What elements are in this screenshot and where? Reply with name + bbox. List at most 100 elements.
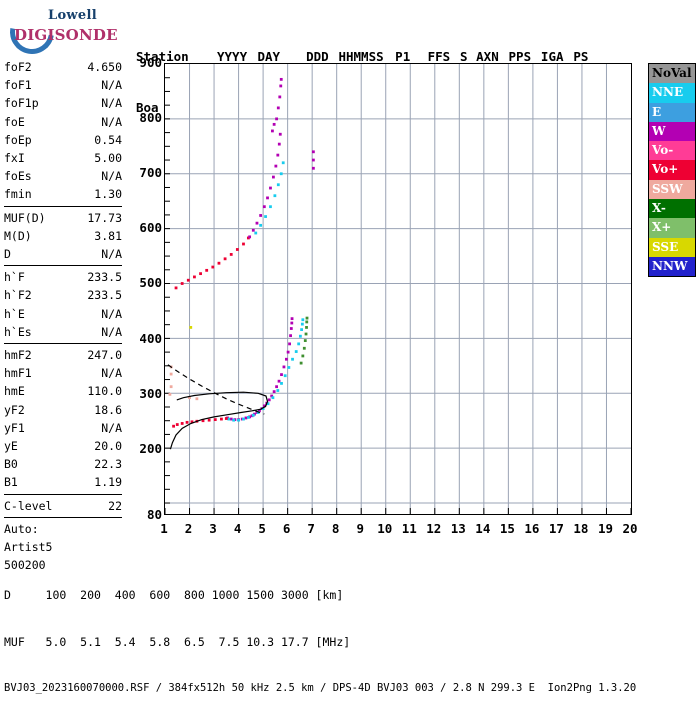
data-point bbox=[259, 223, 263, 227]
param-row: h`Es N/A bbox=[4, 323, 122, 341]
data-point bbox=[242, 417, 245, 421]
param-key: hmF1 bbox=[4, 366, 32, 381]
data-point bbox=[223, 257, 227, 261]
data-point bbox=[276, 106, 280, 110]
series-ssw-weak-scatter-pink- bbox=[168, 365, 199, 401]
x-tick-label: 4 bbox=[233, 521, 242, 536]
header-cell: YYYY bbox=[217, 49, 248, 64]
param-row: yF1 N/A bbox=[4, 419, 122, 437]
data-point bbox=[311, 158, 315, 162]
data-point bbox=[180, 282, 184, 285]
data-point bbox=[174, 286, 178, 290]
auto-info-line: Auto: bbox=[4, 521, 39, 536]
data-point bbox=[302, 346, 306, 350]
data-point bbox=[267, 398, 271, 402]
legend-item-x-[interactable]: X- bbox=[649, 199, 695, 219]
data-point bbox=[285, 357, 288, 361]
param-row: foF1 N/A bbox=[4, 76, 122, 94]
param-group-clevel: C-level 22 bbox=[4, 497, 122, 515]
data-point bbox=[229, 417, 233, 421]
param-divider bbox=[4, 265, 122, 267]
data-point bbox=[290, 317, 294, 321]
polarization-legend[interactable]: NoVal NNE E W Vo- Vo+ SSW X- X+ SSE NNW bbox=[648, 63, 696, 278]
data-point bbox=[255, 221, 259, 225]
data-point bbox=[242, 242, 245, 246]
x-tick-label: 18 bbox=[573, 521, 589, 536]
param-value: 233.5 bbox=[87, 288, 122, 303]
data-point bbox=[278, 132, 282, 136]
data-point bbox=[275, 117, 278, 121]
param-value: 110.0 bbox=[87, 384, 122, 399]
series-third-hop-echo-near-7-mhz bbox=[311, 150, 315, 170]
data-point bbox=[283, 374, 287, 378]
param-value: 4.650 bbox=[87, 60, 122, 74]
data-point bbox=[275, 385, 278, 389]
data-point bbox=[278, 95, 282, 99]
data-point bbox=[297, 342, 301, 346]
legend-item-noval[interactable]: NoVal bbox=[649, 64, 695, 84]
param-group-auto: Auto: Artist5 500200 bbox=[4, 520, 122, 575]
param-value: 5.00 bbox=[94, 151, 122, 166]
data-point bbox=[169, 372, 173, 376]
x-tick-label: 6 bbox=[282, 521, 291, 536]
param-row: MUF(D) 17.73 bbox=[4, 209, 122, 227]
series-f2-trace-x-green- bbox=[299, 316, 309, 365]
param-value: 233.5 bbox=[87, 270, 122, 285]
data-point bbox=[276, 153, 280, 157]
data-point bbox=[207, 418, 211, 422]
ionogram-plot[interactable] bbox=[164, 63, 632, 515]
data-point bbox=[282, 365, 286, 369]
y-tick-label: 900 bbox=[139, 55, 162, 70]
param-row: D N/A bbox=[4, 245, 122, 263]
data-point bbox=[272, 175, 275, 179]
y-tick-label: 600 bbox=[139, 220, 162, 236]
data-point bbox=[211, 265, 215, 269]
x-tick-label: 12 bbox=[426, 521, 442, 536]
header-cell: FFS bbox=[427, 49, 451, 64]
param-key: hmF2 bbox=[4, 348, 32, 363]
param-key: fxI bbox=[4, 151, 25, 166]
x-tick-label: 8 bbox=[331, 521, 340, 536]
data-point bbox=[266, 196, 269, 200]
header-cell: S bbox=[459, 49, 468, 64]
param-key: h`E bbox=[4, 306, 25, 321]
param-row: foEp 0.54 bbox=[4, 131, 122, 149]
data-point bbox=[300, 328, 304, 332]
param-value: 0.54 bbox=[94, 132, 122, 147]
legend-item-w[interactable]: W bbox=[649, 121, 695, 142]
lowell-digisonde-logo: Lowell DIGISONDE bbox=[1, 1, 128, 63]
legend-item-ssw[interactable]: SSW bbox=[649, 179, 695, 200]
legend-item-vo-[interactable]: Vo+ bbox=[649, 160, 695, 180]
footer-file-row: BVJ03_2023160070000.RSF / 384fx512h 50 k… bbox=[4, 682, 637, 694]
param-value: N/A bbox=[101, 247, 122, 262]
param-key: B1 bbox=[4, 475, 18, 490]
legend-item-vo-[interactable]: Vo- bbox=[649, 141, 695, 161]
legend-item-nnw[interactable]: NNW bbox=[649, 256, 695, 277]
data-point bbox=[259, 214, 263, 217]
data-point bbox=[279, 172, 283, 176]
data-point bbox=[254, 231, 258, 235]
header-cell: Station bbox=[136, 49, 189, 64]
param-key: h`F bbox=[4, 270, 25, 285]
legend-item-x-[interactable]: X+ bbox=[649, 218, 695, 238]
param-key: yF2 bbox=[4, 402, 25, 417]
legend-item-sse[interactable]: SSE bbox=[649, 237, 695, 257]
series-second-hop-2f2-o-mode-w-magenta- bbox=[248, 132, 282, 239]
data-point bbox=[287, 366, 291, 369]
x-tick-label: 14 bbox=[475, 521, 491, 536]
profile-curve-solid bbox=[169, 391, 269, 450]
param-group-muf: MUF(D) 17.73 M(D) 3.81 D N/A bbox=[4, 209, 122, 264]
data-point bbox=[288, 342, 291, 346]
data-point bbox=[270, 394, 274, 398]
ionogram-parameter-panel: foF2 4.650 foF1 N/A foF1p N/A foE N/A foEp 0.54 fx… bbox=[4, 58, 122, 574]
param-row: foE N/A bbox=[4, 113, 122, 131]
data-point bbox=[280, 373, 283, 377]
x-tick-label: 11 bbox=[401, 521, 417, 536]
data-point bbox=[305, 326, 308, 329]
data-point bbox=[190, 420, 194, 424]
data-point bbox=[272, 390, 276, 394]
legend-item-nne[interactable]: NNE bbox=[649, 83, 695, 103]
legend-item-e[interactable]: E bbox=[649, 102, 695, 122]
x-tick-label: 7 bbox=[307, 521, 315, 536]
param-key: foF1 bbox=[4, 78, 32, 93]
